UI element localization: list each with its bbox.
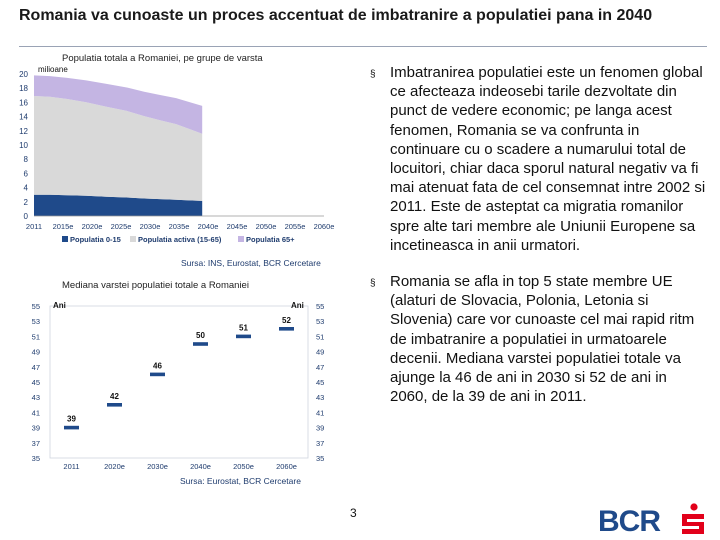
legend-label-1: Populatia 0-15 [70,235,121,244]
y-tick-label: 14 [19,113,28,122]
x-tick-label: 2055e [285,222,306,231]
area-chart-source: Sursa: INS, Eurostat, BCR Cercetare [181,258,321,268]
area-series-1 [34,194,203,216]
y-tick-label: 8 [24,155,29,164]
data-label: 42 [110,392,119,401]
title-divider [19,46,707,47]
data-label: 46 [153,361,162,370]
median-chart-title: Mediana varstei populatiei totale a Roma… [62,280,249,291]
x-tick-label: 2025e [111,222,132,231]
x-tick-label: 2060e [314,222,335,231]
y-right-tick-label: 55 [316,302,324,311]
y-unit-label: milioane [38,65,68,74]
legend-swatch-1 [62,236,68,242]
y-tick-label: 20 [19,70,28,79]
legend-label-3: Populatia 65+ [246,235,295,244]
y-right-tick-label: 37 [316,439,324,448]
data-label: 51 [239,323,248,332]
y-right-tick-label: 53 [316,317,324,326]
x-tick-label: 2030e [147,462,168,471]
y-tick-label: 2 [24,198,29,207]
x-tick-label: 2040e [198,222,219,231]
y-tick-label: 37 [32,439,40,448]
data-label: 50 [196,331,205,340]
area-series-3 [34,75,203,134]
x-tick-label: 2011 [63,462,79,471]
y-tick-label: 6 [24,169,29,178]
area-chart-title: Populatia totala a Romaniei, pe grupe de… [62,53,263,64]
y-tick-label: 18 [19,84,28,93]
y-tick-label: 0 [24,212,29,221]
x-tick-label: 2015e [53,222,74,231]
bullet-text: Romania se afla in top 5 state membre UE… [390,273,695,406]
x-tick-label: 2040e [190,462,211,471]
y-unit-label: Ani [53,301,66,310]
bcr-logo-mark-icon [682,503,704,534]
median-marker [279,327,294,331]
x-tick-label: 2030e [140,222,161,231]
legend-label-2: Populatia activa (15-65) [138,235,222,244]
y-right-tick-label: 45 [316,378,324,387]
y-right-tick-label: 41 [316,408,324,417]
bullet-text: Imbatranirea populatiei este un fenomen … [390,64,706,254]
y-tick-label: 43 [32,393,40,402]
median-marker [107,403,122,407]
area-series-2 [34,96,203,201]
y-tick-label: 47 [32,363,40,372]
y-tick-label: 45 [32,378,40,387]
y-tick-label: 55 [32,302,40,311]
y-right-tick-label: 35 [316,454,324,463]
legend-swatch-3 [238,236,244,242]
y-right-unit-label: Ani [291,301,304,310]
bullet-list: § Imbatranirea populatiei este un fenome… [370,63,706,406]
y-tick-label: 51 [32,332,40,341]
median-marker [193,342,208,346]
x-tick-label: 2035e [169,222,190,231]
y-right-tick-label: 49 [316,348,324,357]
y-right-tick-label: 39 [316,424,324,433]
median-marker [64,425,79,430]
x-tick-label: 2050e [233,462,254,471]
bcr-logo: BCR [598,503,704,538]
y-tick-label: 41 [32,408,40,417]
data-label: 39 [67,415,76,424]
bullet-marker-icon: § [370,278,376,290]
y-tick-label: 4 [24,184,29,193]
plot-frame [49,305,309,459]
y-right-tick-label: 43 [316,393,324,402]
x-tick-label: 2045e [227,222,248,231]
bcr-logo-text: BCR [598,505,661,538]
x-tick-label: 2020e [82,222,103,231]
x-tick-label: 2020e [104,462,125,471]
x-tick-label: 2011 [26,222,42,231]
y-tick-label: 39 [32,424,40,433]
data-label: 52 [282,316,291,325]
x-tick-label: 2060e [276,462,297,471]
y-tick-label: 53 [32,317,40,326]
y-tick-label: 35 [32,454,40,463]
y-tick-label: 16 [19,98,28,107]
slide-title: Romania va cunoaste un proces accentuat … [19,7,653,24]
y-right-tick-label: 51 [316,332,324,341]
x-tick-label: 2050e [256,222,277,231]
y-tick-label: 49 [32,348,40,357]
y-tick-label: 10 [19,141,28,150]
median-marker [236,334,251,339]
legend-swatch-2 [130,236,136,242]
bullet-marker-icon: § [370,69,376,80]
y-right-tick-label: 47 [316,363,324,372]
median-chart-source: Sursa: Eurostat, BCR Cercetare [180,476,301,486]
page-number: 3 [350,506,357,520]
median-marker [150,372,165,377]
bullet-item: § Imbatranirea populatiei este un fenome… [370,63,706,255]
bullet-item: § Romania se afla in top 5 state membre … [370,272,706,406]
y-tick-label: 12 [19,127,28,136]
